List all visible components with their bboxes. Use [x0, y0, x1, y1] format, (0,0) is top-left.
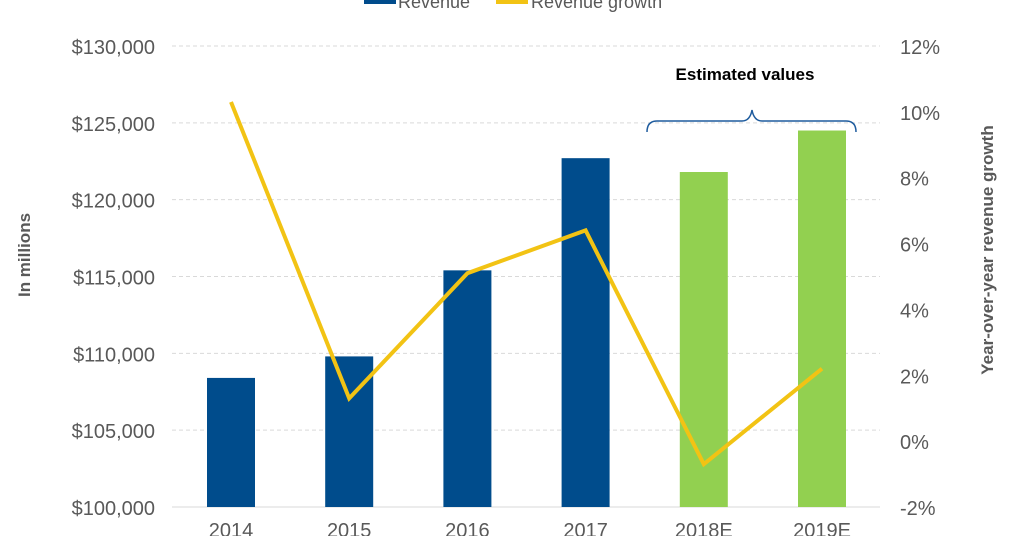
bar-2017 [561, 158, 610, 507]
y2-tick-label: 12% [900, 37, 940, 59]
bar-2014 [207, 377, 255, 507]
y2-tick-label: 10% [900, 103, 940, 125]
y-tick-label: $100,000 [72, 498, 155, 520]
annotation-label: Estimated values [676, 65, 815, 84]
legend-swatch-revenue [364, 0, 396, 4]
y2-tick-label: 2% [900, 366, 929, 388]
bracket [646, 109, 857, 133]
y-tick-label: $120,000 [72, 191, 155, 213]
legend-swatch-growth [496, 0, 528, 4]
y-tick-label: $115,000 [73, 268, 155, 290]
x-tick-label: 2017 [563, 520, 608, 536]
y2-axis-title: Year-over-year revenue growth [978, 125, 997, 374]
y-tick-label: $110,000 [73, 344, 155, 366]
bar-2018E [679, 172, 728, 508]
legend-label-revenue: Revenue [398, 0, 470, 12]
legend-label-growth: Revenue growth [531, 0, 662, 12]
x-tick-label: 2019E [793, 520, 851, 536]
y2-tick-label: -2% [900, 498, 936, 520]
y-tick-label: $105,000 [72, 421, 155, 443]
y-tick-label: $130,000 [72, 37, 155, 59]
y2-tick-label: 4% [900, 300, 929, 322]
y-tick-label: $125,000 [72, 114, 155, 136]
y-axis-title: In millions [15, 213, 34, 297]
bar-2016 [443, 270, 492, 507]
y2-tick-label: 6% [900, 235, 929, 257]
x-tick-label: 2015 [327, 520, 372, 536]
y2-tick-label: 0% [900, 432, 929, 454]
bar-2019E [798, 130, 846, 507]
growth-line [229, 101, 824, 468]
x-tick-label: 2018E [675, 520, 733, 536]
y2-tick-label: 8% [900, 169, 929, 191]
x-tick-label: 2014 [209, 520, 254, 536]
x-tick-label: 2016 [445, 520, 490, 536]
